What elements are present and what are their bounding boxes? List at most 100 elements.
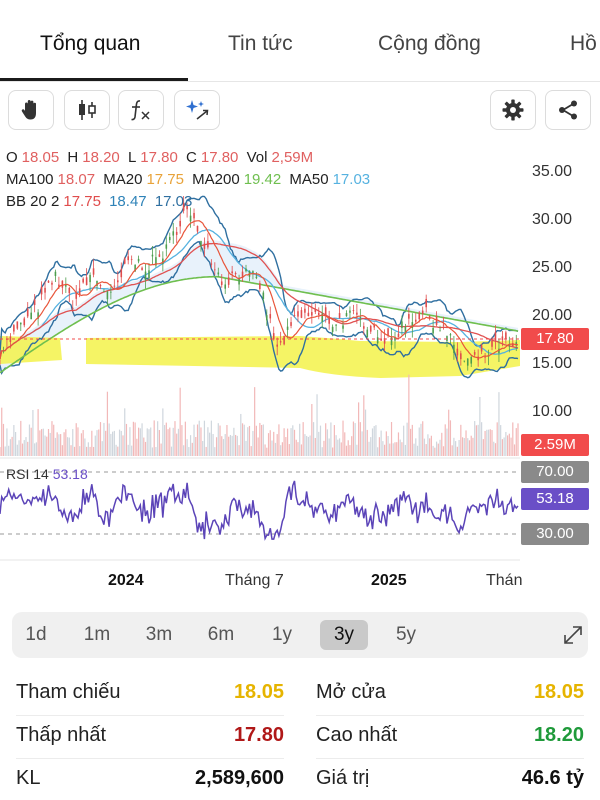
volume-bar [437, 443, 439, 456]
volume-bar [306, 435, 308, 456]
candle-body [460, 353, 462, 360]
volume-bar [0, 447, 1, 456]
volume-bar [385, 431, 387, 456]
candle-body [324, 307, 327, 316]
tab-community[interactable]: Cộng đồng [378, 32, 481, 55]
ma100-key: MA100 [6, 171, 54, 188]
volume-bar [245, 440, 247, 456]
ai-drawing-button[interactable] [174, 90, 220, 130]
volume-bar [458, 439, 460, 456]
volume-bar [4, 446, 6, 456]
volume-bar [465, 430, 467, 456]
volume-bar [397, 432, 400, 456]
volume-bar [429, 438, 431, 456]
volume-bar [286, 428, 289, 456]
candle-body [110, 291, 112, 293]
pan-tool-button[interactable] [8, 90, 54, 130]
volume-bar [496, 422, 498, 456]
candle-body [366, 329, 369, 338]
hand-pan-icon [21, 100, 36, 120]
volume-bar [297, 442, 299, 456]
volume-bar [56, 432, 58, 456]
volume-bar [66, 437, 69, 456]
volume-bar [101, 441, 103, 456]
volume-bar [328, 438, 330, 456]
volume-bar [484, 430, 486, 456]
candle-body [182, 202, 185, 211]
share-button[interactable] [545, 90, 591, 130]
high-price-value: 18.20 [533, 724, 584, 746]
tab-overview[interactable]: Tổng quan [40, 32, 141, 55]
volume-bar [155, 447, 157, 456]
candle-body [470, 357, 473, 364]
volume-bar [422, 421, 424, 456]
price-tick-label: 10.00 [532, 403, 573, 420]
candle-body [144, 271, 147, 281]
volume-label: KL [16, 767, 41, 789]
volume-bar [28, 424, 31, 456]
range-3m[interactable]: 3m [145, 624, 173, 645]
volume-bar [312, 422, 315, 456]
range-1y[interactable]: 1y [271, 624, 293, 645]
volume-bar [288, 444, 290, 456]
volume-bar [319, 425, 322, 456]
price-chart[interactable] [0, 138, 600, 608]
close-key: C [186, 149, 197, 166]
gear-icon [502, 99, 524, 121]
ma200-line [0, 275, 519, 374]
volume-bar [214, 447, 216, 456]
candle-body [234, 272, 237, 275]
volume-tag: 2.59M [521, 434, 589, 456]
volume-bar [446, 428, 448, 456]
range-1d[interactable]: 1d [25, 624, 47, 645]
volume-bar [501, 439, 504, 456]
volume-bar [441, 432, 443, 456]
candle-body [262, 292, 265, 299]
volume-bar [326, 429, 329, 456]
volume-bar [493, 441, 495, 456]
volume-bar [337, 439, 339, 456]
volume-bar [508, 433, 510, 456]
chart-type-button[interactable] [64, 90, 110, 130]
candle-body [37, 312, 39, 319]
volume-bar [1, 407, 3, 456]
volume-bar [70, 445, 72, 456]
settings-button[interactable] [490, 90, 536, 130]
tab-news[interactable]: Tin tức [228, 32, 293, 55]
candle-body [383, 338, 386, 344]
tab-profile[interactable]: Hồ [570, 32, 597, 55]
volume-bar [401, 442, 403, 456]
range-3y[interactable]: 3y [320, 620, 368, 650]
volume-bar [196, 424, 199, 456]
indicators-button[interactable] [118, 90, 164, 130]
candle-body [162, 258, 164, 265]
fullscreen-button[interactable] [560, 622, 586, 653]
volume-bar [117, 446, 119, 456]
volume-bar [49, 432, 51, 456]
ma50-value: 17.03 [332, 171, 371, 188]
volume-bar [241, 423, 244, 456]
range-5y[interactable]: 5y [395, 624, 417, 645]
volume-bar [240, 413, 242, 456]
volume-bar [14, 431, 17, 456]
range-6m[interactable]: 6m [207, 624, 235, 645]
volume-bar [143, 437, 145, 456]
candle-body [421, 310, 424, 314]
open-key: O [6, 149, 18, 166]
range-1m[interactable]: 1m [83, 624, 111, 645]
candle-body [200, 240, 202, 247]
volume-bar [396, 442, 398, 456]
candle-body [314, 308, 317, 312]
candle-body [411, 322, 414, 328]
close-value: 17.80 [200, 149, 239, 166]
row-divider [16, 715, 284, 716]
volume-bar [470, 435, 472, 456]
volume-bar [373, 426, 375, 456]
volume-bar [77, 427, 79, 456]
candle-body [44, 287, 46, 293]
volume-bar [512, 422, 514, 456]
rsi-value-tag: 53.18 [521, 488, 589, 510]
candle-body [106, 291, 109, 300]
candle-body [179, 220, 181, 227]
candle-body [397, 333, 400, 338]
